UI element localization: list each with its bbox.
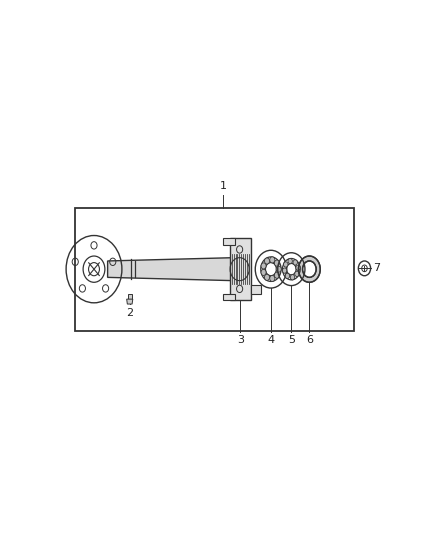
Circle shape [294,271,298,277]
Bar [75,207,353,330]
Polygon shape [250,285,260,294]
Text: 2: 2 [126,308,133,318]
Circle shape [261,263,265,269]
Circle shape [269,257,274,263]
Circle shape [295,265,300,270]
Circle shape [264,258,269,264]
Text: 3: 3 [236,335,243,345]
Circle shape [283,262,287,267]
Circle shape [292,260,297,265]
Text: 5: 5 [287,335,294,345]
Polygon shape [223,294,235,300]
Circle shape [285,273,289,279]
Circle shape [282,268,286,273]
Circle shape [274,272,279,278]
Text: 4: 4 [267,335,274,345]
Polygon shape [127,299,132,304]
Text: 7: 7 [372,263,379,273]
Circle shape [287,259,292,264]
Circle shape [264,274,269,280]
Polygon shape [223,238,235,245]
Circle shape [276,266,281,272]
Text: 6: 6 [305,335,312,345]
Circle shape [274,260,279,266]
Text: 1: 1 [219,181,226,191]
Circle shape [269,276,274,281]
Polygon shape [298,256,320,282]
Polygon shape [107,254,250,284]
Polygon shape [230,238,250,300]
Circle shape [261,269,265,276]
Polygon shape [127,294,131,299]
Circle shape [290,274,294,280]
